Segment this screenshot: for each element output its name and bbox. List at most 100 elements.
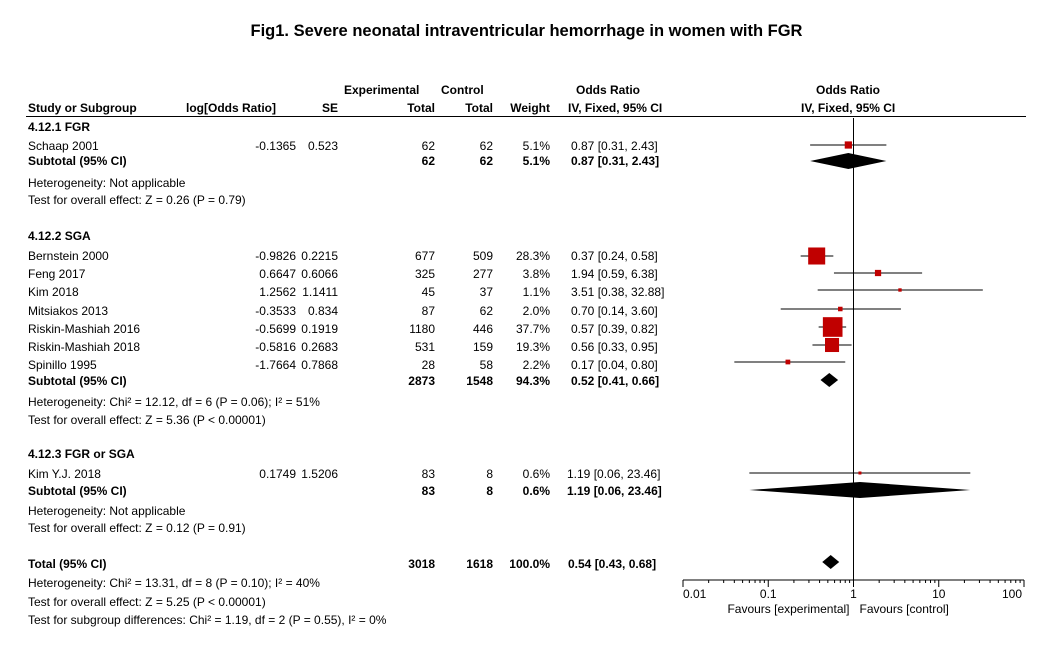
summary-diamond xyxy=(822,555,840,569)
exp-total: 677 xyxy=(414,249,435,263)
ctrl-total: 8 xyxy=(486,484,493,498)
log-or: -1.7664 xyxy=(255,358,296,372)
se: 0.834 xyxy=(307,304,338,318)
heterogeneity-text: Heterogeneity: Not applicable xyxy=(28,504,186,518)
header-plot-ci: IV, Fixed, 95% CI xyxy=(801,101,896,115)
overall-effect-text: Test for overall effect: Z = 5.36 (P < 0… xyxy=(28,413,266,427)
total-label: Total (95% CI) xyxy=(28,557,107,571)
header-experimental: Experimental xyxy=(344,83,420,97)
exp-total: 83 xyxy=(421,467,435,481)
header-control: Control xyxy=(441,83,484,97)
weight: 5.1% xyxy=(522,139,550,153)
header-plot-odds-ratio: Odds Ratio xyxy=(816,83,881,97)
weight: 2.0% xyxy=(522,304,550,318)
ci-text: 3.51 [0.38, 32.88] xyxy=(571,285,665,299)
exp-total: 62 xyxy=(421,154,435,168)
subtotal-label: Subtotal (95% CI) xyxy=(28,484,127,498)
overall-effect-text: Test for overall effect: Z = 0.26 (P = 0… xyxy=(28,193,246,207)
summary-diamond xyxy=(749,482,971,498)
x-tick-label: 0.01 xyxy=(683,587,707,601)
x-tick-label: 0.1 xyxy=(760,587,777,601)
exp-total: 45 xyxy=(421,285,435,299)
ci-text: 0.52 [0.41, 0.66] xyxy=(571,374,660,388)
subgroup-test-text: Test for subgroup differences: Chi² = 1.… xyxy=(28,613,387,627)
heterogeneity-text: Heterogeneity: Not applicable xyxy=(28,176,186,190)
ctrl-total: 446 xyxy=(472,322,493,336)
ci-text: 0.87 [0.31, 2.43] xyxy=(571,154,660,168)
header-ci: IV, Fixed, 95% CI xyxy=(568,101,663,115)
weight: 19.3% xyxy=(515,340,550,354)
subtotal-label: Subtotal (95% CI) xyxy=(28,154,127,168)
study-square xyxy=(785,359,791,365)
header-ctrl-total: Total xyxy=(465,101,493,115)
study-name: Riskin-Mashiah 2018 xyxy=(28,340,141,354)
study-name: Schaap 2001 xyxy=(28,139,99,153)
header-odds-ratio: Odds Ratio xyxy=(576,83,641,97)
log-or: -0.9826 xyxy=(255,249,296,263)
ci-text: 0.37 [0.24, 0.58] xyxy=(571,249,658,263)
ctrl-total: 62 xyxy=(479,304,493,318)
chart-title: Fig1. Severe neonatal intraventricular h… xyxy=(250,22,803,40)
ctrl-total: 58 xyxy=(479,358,493,372)
study-name: Kim Y.J. 2018 xyxy=(28,467,101,481)
ctrl-total: 37 xyxy=(479,285,493,299)
overall-effect-text: Test for overall effect: Z = 0.12 (P = 0… xyxy=(28,521,246,535)
se: 0.523 xyxy=(307,139,338,153)
se: 0.2215 xyxy=(301,249,338,263)
exp-total: 28 xyxy=(421,358,435,372)
header-exp-total: Total xyxy=(407,101,435,115)
weight: 28.3% xyxy=(515,249,550,263)
se: 0.7868 xyxy=(301,358,338,372)
se: 0.2683 xyxy=(301,340,338,354)
summary-diamond xyxy=(810,153,887,169)
x-tick-label: 10 xyxy=(932,587,946,601)
ci-text: 0.57 [0.39, 0.82] xyxy=(571,322,658,336)
log-or: -0.5699 xyxy=(255,322,296,336)
ctrl-total: 62 xyxy=(479,154,493,168)
log-or: -0.1365 xyxy=(255,139,296,153)
ci-text: 1.19 [0.06, 23.46] xyxy=(567,484,662,498)
header-weight: Weight xyxy=(510,101,550,115)
study-name: Kim 2018 xyxy=(28,285,79,299)
exp-total: 1180 xyxy=(409,322,435,336)
summary-diamond xyxy=(820,373,839,387)
ctrl-total: 277 xyxy=(472,267,493,281)
se: 1.5206 xyxy=(301,467,338,481)
x-tick-label: 100 xyxy=(1002,587,1022,601)
study-name: Mitsiakos 2013 xyxy=(28,304,109,318)
study-name: Riskin-Mashiah 2016 xyxy=(28,322,141,336)
ctrl-total: 509 xyxy=(472,249,493,263)
study-square xyxy=(874,269,882,277)
study-square xyxy=(808,247,826,265)
favours-experimental-label: Favours [experimental] xyxy=(727,602,849,616)
study-square xyxy=(858,471,862,475)
x-tick-label: 1 xyxy=(850,587,857,601)
weight: 0.6% xyxy=(522,467,550,481)
weight: 37.7% xyxy=(515,322,550,336)
ci-text: 0.54 [0.43, 0.68] xyxy=(568,557,657,571)
study-square xyxy=(844,141,852,149)
subtotal-label: Subtotal (95% CI) xyxy=(28,374,127,388)
weight: 100.0% xyxy=(509,557,550,571)
ctrl-total: 1548 xyxy=(466,374,493,388)
heterogeneity-text: Heterogeneity: Chi² = 12.12, df = 6 (P =… xyxy=(28,395,320,409)
study-name: Feng 2017 xyxy=(28,267,86,281)
heterogeneity-text: Heterogeneity: Chi² = 13.31, df = 8 (P =… xyxy=(28,576,320,590)
se: 1.1411 xyxy=(302,285,338,299)
weight: 3.8% xyxy=(522,267,550,281)
log-or: 1.2562 xyxy=(259,285,296,299)
header-log-or: log[Odds Ratio] xyxy=(186,101,276,115)
header-rule xyxy=(26,116,1026,117)
log-or: -0.5816 xyxy=(255,340,296,354)
study-square xyxy=(898,288,902,292)
group-heading: 4.12.3 FGR or SGA xyxy=(28,447,135,461)
study-square xyxy=(838,306,843,312)
weight: 1.1% xyxy=(522,285,550,299)
weight: 94.3% xyxy=(515,374,550,388)
exp-total: 62 xyxy=(421,139,435,153)
log-or: -0.3533 xyxy=(255,304,296,318)
study-name: Bernstein 2000 xyxy=(28,249,109,263)
weight: 5.1% xyxy=(522,154,550,168)
log-or: 0.1749 xyxy=(259,467,296,481)
